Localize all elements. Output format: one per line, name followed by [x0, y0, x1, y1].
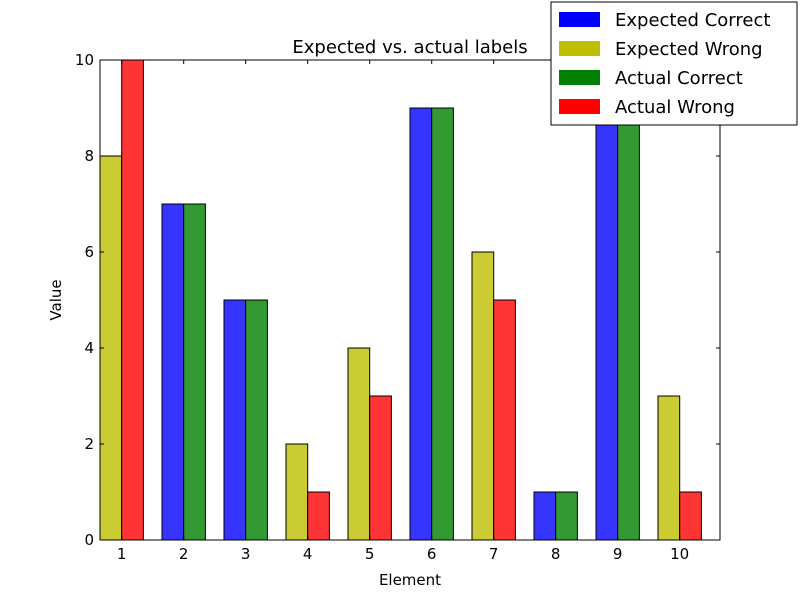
x-axis-label: Element: [379, 571, 441, 589]
legend-label: Actual Correct: [615, 68, 743, 89]
bar-actual-6: [431, 107, 454, 541]
x-tick-label: 4: [303, 545, 313, 563]
legend-label: Actual Wrong: [615, 97, 735, 118]
x-tick-label: 8: [551, 545, 561, 563]
x-tick-label: 3: [241, 545, 251, 563]
legend-swatch: [559, 99, 600, 114]
y-tick-label: 2: [84, 435, 94, 453]
x-tick-label: 9: [613, 545, 623, 563]
legend-label: Expected Wrong: [615, 39, 763, 60]
bar-actual-1: [121, 59, 144, 541]
y-tick-label: 8: [84, 147, 94, 165]
y-axis-label: Value: [47, 279, 65, 320]
y-tick-label: 10: [75, 51, 94, 69]
bar-expected-10: [657, 395, 681, 541]
bar-expected-8: [533, 491, 557, 541]
bar-expected-2: [161, 203, 185, 541]
x-tick-label: 2: [179, 545, 189, 563]
bar-actual-7: [493, 299, 516, 541]
y-tick-label: 4: [84, 339, 94, 357]
bar-actual-9: [617, 107, 640, 541]
x-tick-label: 1: [117, 545, 127, 563]
y-tick-label: 6: [84, 243, 94, 261]
x-tick-label: 5: [365, 545, 375, 563]
bar-expected-7: [471, 251, 495, 541]
x-tick-label: 10: [670, 545, 689, 563]
bar-expected-5: [347, 347, 371, 541]
bar-actual-5: [369, 395, 392, 541]
bar-actual-8: [555, 491, 578, 541]
x-tick-label: 7: [489, 545, 499, 563]
y-tick-label: 0: [84, 531, 94, 549]
legend-label: Expected Correct: [615, 10, 770, 31]
ticks-layer: 1 2 3 4 5 6 7 8 9 10 0 2 4 6 8 10: [75, 51, 720, 563]
plot-frame: [99, 59, 721, 541]
bars-layer: [99, 59, 702, 541]
bar-actual-10: [679, 491, 702, 541]
legend-swatch: [559, 12, 600, 27]
bar-actual-4: [307, 491, 330, 541]
bar-actual-2: [183, 203, 206, 541]
legend: Expected Correct Expected Wrong Actual Cor…: [550, 1, 798, 126]
legend-swatch: [559, 41, 600, 56]
bar-expected-6: [409, 107, 433, 541]
bar-expected-4: [285, 443, 309, 541]
x-tick-label: 6: [427, 545, 437, 563]
chart-title: Expected vs. actual labels: [292, 37, 527, 58]
bar-expected-3: [223, 299, 247, 541]
legend-swatch: [559, 70, 600, 85]
bar-expected-9: [595, 107, 619, 541]
bar-actual-3: [245, 299, 268, 541]
